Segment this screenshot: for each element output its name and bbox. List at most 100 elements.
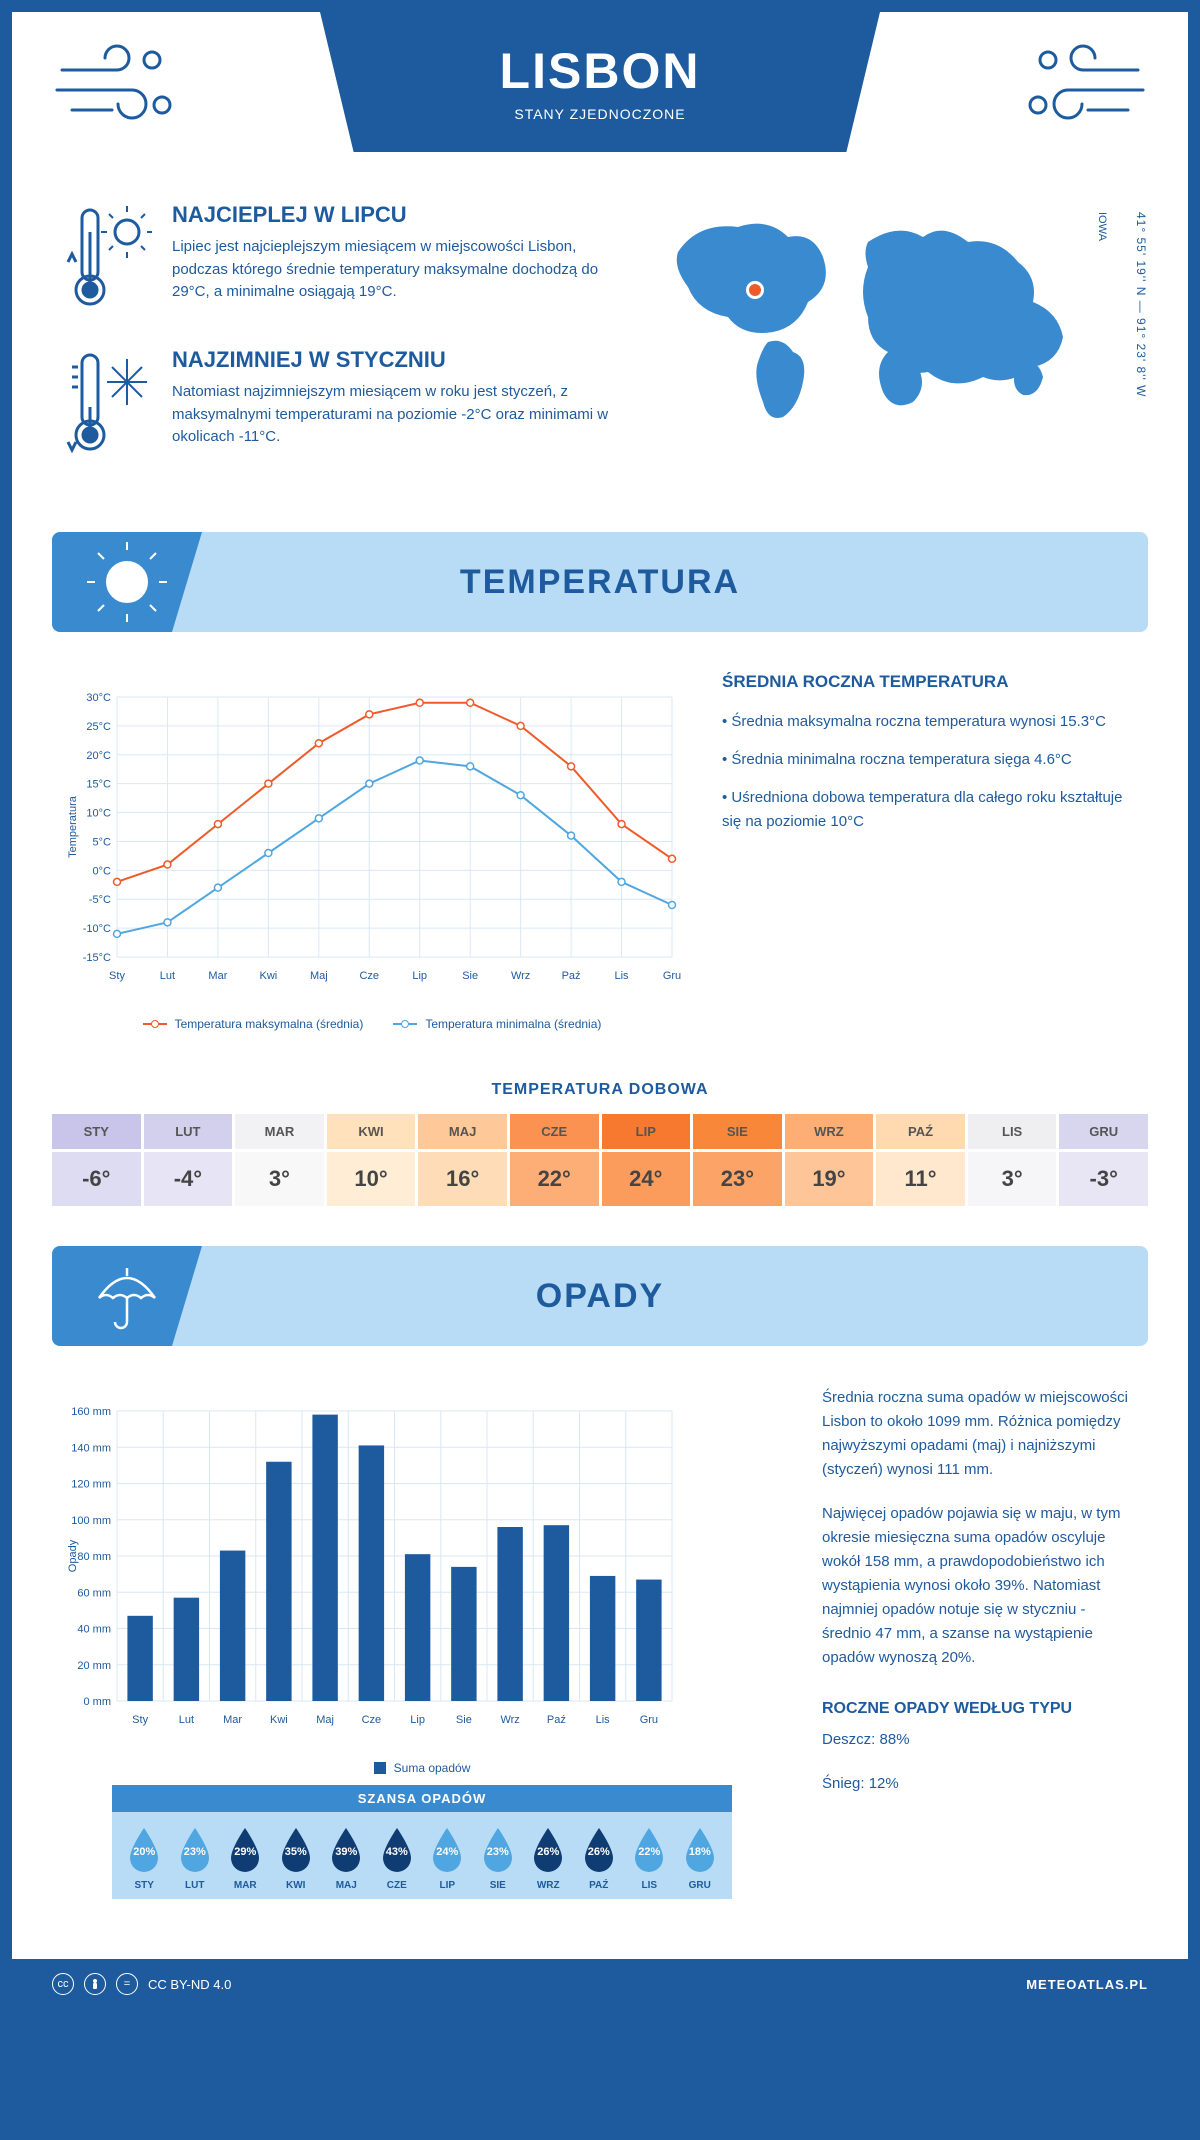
- rain-chance-pct: 20%: [133, 1846, 155, 1858]
- rain-chance-pct: 35%: [285, 1846, 307, 1858]
- rain-chance-month: MAJ: [322, 1880, 371, 1891]
- svg-text:Lip: Lip: [410, 1714, 425, 1726]
- rain-chance-cell: 18% GRU: [676, 1826, 725, 1891]
- daily-value: 16°: [418, 1152, 507, 1206]
- city-title: LISBON: [500, 42, 701, 100]
- svg-text:80 mm: 80 mm: [77, 1551, 111, 1563]
- raindrop-icon: 24%: [427, 1826, 467, 1874]
- raindrop-icon: 23%: [175, 1826, 215, 1874]
- rain-chance-cell: 29% MAR: [221, 1826, 270, 1891]
- nd-icon: =: [116, 1973, 138, 1995]
- world-map: IOWA 41° 55' 19'' N — 91° 23' 8'' W: [658, 202, 1138, 492]
- svg-text:Gru: Gru: [663, 970, 681, 982]
- coordinates-label: 41° 55' 19'' N — 91° 23' 8'' W: [1134, 212, 1148, 397]
- site-name: METEOATLAS.PL: [1026, 1977, 1148, 1992]
- temp-legend: Temperatura maksymalna (średnia) Tempera…: [62, 1017, 682, 1031]
- temperature-area: -15°C-10°C-5°C0°C5°C10°C15°C20°C25°C30°C…: [12, 642, 1188, 1061]
- raindrop-icon: 26%: [528, 1826, 568, 1874]
- license-text: CC BY-ND 4.0: [148, 1977, 231, 1992]
- rain-chance-pct: 22%: [638, 1846, 660, 1858]
- raindrop-icon: 39%: [326, 1826, 366, 1874]
- raindrop-icon: 43%: [377, 1826, 417, 1874]
- svg-text:Opady: Opady: [67, 1539, 79, 1572]
- temp-side-bullet: Średnia minimalna roczna temperatura się…: [722, 748, 1138, 772]
- svg-text:Lip: Lip: [412, 970, 427, 982]
- temperature-side-text: ŚREDNIA ROCZNA TEMPERATURA Średnia maksy…: [722, 672, 1138, 1031]
- rain-chance-cell: 35% KWI: [272, 1826, 321, 1891]
- rain-chance-pct: 23%: [184, 1846, 206, 1858]
- svg-text:Mar: Mar: [208, 970, 227, 982]
- raindrop-icon: 20%: [124, 1826, 164, 1874]
- rain-chance-month: CZE: [373, 1880, 422, 1891]
- svg-text:10°C: 10°C: [86, 808, 111, 820]
- svg-text:Maj: Maj: [316, 1714, 334, 1726]
- svg-text:5°C: 5°C: [93, 836, 112, 848]
- svg-text:Temperatura: Temperatura: [67, 795, 79, 858]
- svg-text:120 mm: 120 mm: [71, 1479, 111, 1491]
- summary-row: NAJCIEPLEJ W LIPCU Lipiec jest najcieple…: [12, 192, 1188, 522]
- precipitation-area: 0 mm20 mm40 mm60 mm80 mm100 mm120 mm140 …: [12, 1356, 1188, 1959]
- opady-legend: Suma opadów: [62, 1761, 782, 1775]
- opady-type-title: ROCZNE OPADY WEDŁUG TYPU: [822, 1700, 1138, 1718]
- legend-min: Temperatura minimalna (średnia): [425, 1017, 601, 1031]
- raindrop-icon: 29%: [225, 1826, 265, 1874]
- cc-icon: cc: [52, 1973, 74, 1995]
- thermometer-sun-icon: [62, 202, 152, 317]
- rain-chance-cell: 24% LIP: [423, 1826, 472, 1891]
- precipitation-section-banner: OPADY: [52, 1246, 1148, 1346]
- daily-temp-title: TEMPERATURA DOBOWA: [12, 1081, 1188, 1099]
- legend-max: Temperatura maksymalna (średnia): [175, 1017, 364, 1031]
- svg-text:20 mm: 20 mm: [77, 1660, 111, 1672]
- rain-chance-month: LIP: [423, 1880, 472, 1891]
- daily-value: 22°: [510, 1152, 599, 1206]
- region-label: IOWA: [1096, 212, 1108, 241]
- rain-chance-cell: 23% SIE: [474, 1826, 523, 1891]
- rain-chance-pct: 24%: [436, 1846, 458, 1858]
- rain-chance-month: WRZ: [524, 1880, 573, 1891]
- rain-chance-month: LIS: [625, 1880, 674, 1891]
- daily-month: WRZ: [785, 1114, 874, 1149]
- daily-value: 3°: [968, 1152, 1057, 1206]
- hottest-text: Lipiec jest najcieplejszym miesiącem w m…: [172, 236, 628, 304]
- daily-value: 11°: [876, 1152, 965, 1206]
- daily-value: 3°: [235, 1152, 324, 1206]
- summary-text-col: NAJCIEPLEJ W LIPCU Lipiec jest najcieple…: [62, 202, 628, 492]
- svg-text:Gru: Gru: [640, 1714, 658, 1726]
- daily-value: -6°: [52, 1152, 141, 1206]
- svg-text:Paź: Paź: [547, 1714, 566, 1726]
- rain-chance-pct: 18%: [689, 1846, 711, 1858]
- hottest-title: NAJCIEPLEJ W LIPCU: [172, 202, 628, 228]
- coldest-title: NAJZIMNIEJ W STYCZNIU: [172, 347, 628, 373]
- svg-text:Wrz: Wrz: [500, 1714, 519, 1726]
- legend-opady: Suma opadów: [394, 1761, 471, 1775]
- rain-chance-month: KWI: [272, 1880, 321, 1891]
- daily-month: MAR: [235, 1114, 324, 1149]
- svg-text:Lis: Lis: [615, 970, 630, 982]
- svg-text:-10°C: -10°C: [83, 923, 111, 935]
- temp-side-bullet: Uśredniona dobowa temperatura dla całego…: [722, 786, 1138, 834]
- svg-text:Lut: Lut: [160, 970, 175, 982]
- rain-chance-month: SIE: [474, 1880, 523, 1891]
- umbrella-icon: [52, 1246, 202, 1346]
- svg-text:20°C: 20°C: [86, 750, 111, 762]
- rain-chance-month: LUT: [171, 1880, 220, 1891]
- rain-chance-cell: 26% PAŹ: [575, 1826, 624, 1891]
- svg-text:Cze: Cze: [362, 1714, 382, 1726]
- svg-text:Sty: Sty: [132, 1714, 148, 1726]
- raindrop-icon: 18%: [680, 1826, 720, 1874]
- opady-type-bullet: Śnieg: 12%: [822, 1772, 1138, 1796]
- temperature-section-banner: TEMPERATURA: [52, 532, 1148, 632]
- svg-text:Kwi: Kwi: [270, 1714, 288, 1726]
- license-block: cc = CC BY-ND 4.0: [52, 1973, 231, 1995]
- svg-text:160 mm: 160 mm: [71, 1406, 111, 1418]
- daily-month: GRU: [1059, 1114, 1148, 1149]
- svg-text:0°C: 0°C: [93, 865, 112, 877]
- rain-chance-panel: SZANSA OPADÓW 20% STY 23% LUT 29% MAR 35…: [112, 1785, 732, 1899]
- daily-value: -3°: [1059, 1152, 1148, 1206]
- rain-chance-pct: 43%: [386, 1846, 408, 1858]
- by-icon: [84, 1973, 106, 1995]
- daily-value: 10°: [327, 1152, 416, 1206]
- daily-month: LIS: [968, 1114, 1057, 1149]
- raindrop-icon: 22%: [629, 1826, 669, 1874]
- svg-text:100 mm: 100 mm: [71, 1515, 111, 1527]
